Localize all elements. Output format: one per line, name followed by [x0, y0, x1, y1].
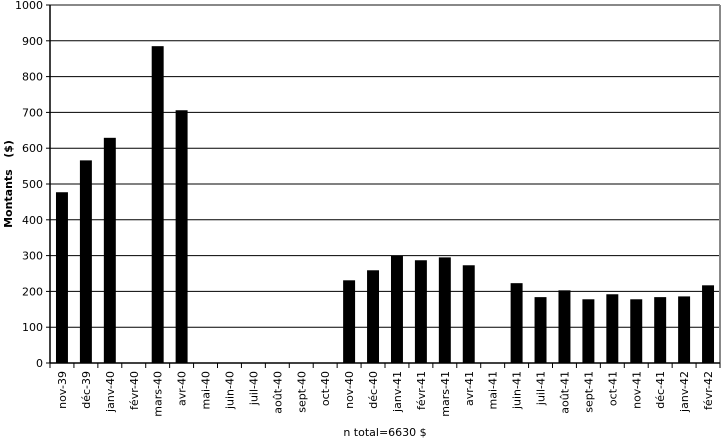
- x-tick-label: nov-39: [56, 371, 69, 409]
- y-axis-label: Montants ($): [2, 140, 15, 228]
- y-tick-label: 800: [22, 71, 43, 84]
- bar: [367, 270, 380, 363]
- x-axis-label: n total=6630 $: [343, 426, 426, 439]
- x-tick-label: mai-41: [487, 371, 500, 409]
- x-tick-label: nov-40: [343, 371, 356, 409]
- x-tick-label: févr-40: [128, 371, 141, 410]
- x-tick-label: oct-41: [606, 371, 619, 406]
- x-tick-label: juil-41: [535, 371, 548, 406]
- x-tick-label: janv-42: [678, 371, 691, 413]
- bar: [438, 257, 451, 363]
- bar: [175, 110, 188, 363]
- y-tick-label: 300: [22, 250, 43, 263]
- x-tick-label: déc-41: [654, 371, 667, 409]
- bar: [582, 299, 595, 363]
- bar: [55, 192, 68, 363]
- bar: [103, 137, 116, 363]
- y-tick-label: 200: [22, 285, 43, 298]
- bar: [558, 290, 571, 363]
- x-tick-label: févr-41: [415, 371, 428, 410]
- bar: [151, 46, 164, 364]
- bar: [654, 297, 667, 363]
- x-tick-label: oct-40: [319, 371, 332, 406]
- x-tick-label: janv-40: [104, 371, 117, 413]
- y-tick-label: 1000: [15, 0, 43, 12]
- x-tick-label: janv-41: [391, 371, 404, 413]
- x-tick-label: juil-40: [247, 371, 260, 406]
- x-tick-label: sept-41: [582, 371, 595, 413]
- bar: [630, 299, 643, 363]
- y-tick-labels: 0 100 200 300 400 500 600 700 800 900 1000: [15, 0, 43, 370]
- x-tick-label: juin-40: [223, 371, 236, 410]
- bar: [343, 280, 356, 363]
- x-tick-label: déc-39: [80, 371, 93, 409]
- y-tick-label: 100: [22, 321, 43, 334]
- bars: [55, 46, 715, 364]
- bar: [79, 160, 92, 363]
- gridlines: [50, 40, 720, 328]
- y-tick-label: 500: [22, 178, 43, 191]
- x-tick-label: avr-40: [176, 371, 189, 406]
- x-tick-label: mars-40: [152, 371, 165, 417]
- y-tick-label: 400: [22, 214, 43, 227]
- x-tick-label: sept-40: [295, 371, 308, 413]
- x-tick-label: août-41: [558, 371, 571, 414]
- x-tick-label: juin-41: [511, 371, 524, 410]
- x-tick-labels: nov-39 déc-39 janv-40 févr-40 mars-40 avr-40 m…: [56, 371, 715, 417]
- bar: [534, 297, 547, 363]
- bar: [702, 285, 715, 363]
- x-tick-label: avr-41: [463, 371, 476, 406]
- y-tick-label: 600: [22, 142, 43, 155]
- bar: [510, 283, 523, 363]
- y-tick-label: 700: [22, 106, 43, 119]
- x-tick-label: nov-41: [630, 371, 643, 409]
- x-tick-label: déc-40: [367, 371, 380, 409]
- bar: [390, 255, 403, 363]
- x-tick-label: mars-41: [439, 371, 452, 417]
- axes: [46, 4, 721, 368]
- bar: [414, 260, 427, 363]
- bar: [678, 296, 691, 363]
- x-tick-label: août-40: [271, 371, 284, 414]
- y-tick-label: 900: [22, 35, 43, 48]
- bar: [462, 265, 475, 363]
- x-tick-label: mai-40: [200, 371, 213, 409]
- y-tick-label: 0: [36, 357, 43, 370]
- bar: [606, 294, 619, 363]
- x-tick-label: févr-42: [702, 371, 715, 410]
